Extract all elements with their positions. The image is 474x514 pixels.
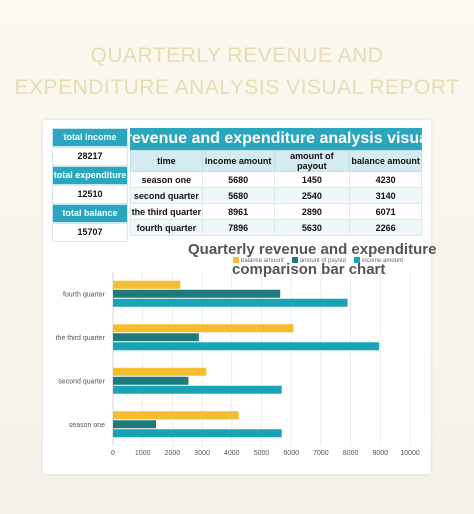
kpi-total-balance-value: 15707: [52, 223, 128, 242]
report-banner: QUARTERLY REVENUE AND EXPENDITURE ANALYS…: [0, 40, 474, 104]
table-cell: 2890: [273, 203, 351, 220]
header-income-amount: income amount: [201, 150, 275, 172]
x-tick-label: 2000: [165, 450, 181, 457]
legend-label: amount of payout: [299, 257, 347, 264]
table-cell: 2540: [273, 187, 351, 204]
table-cell: the third quarter: [130, 203, 203, 220]
y-category-label: second quarter: [58, 378, 105, 385]
table-cell: season one: [130, 171, 203, 188]
x-tick-label: 0: [111, 450, 115, 457]
table-row: fourth quarter 7896 5630 2266: [130, 219, 422, 236]
banner-line-2: EXPENDITURE ANALYSIS VISUAL REPORT: [14, 76, 460, 99]
y-category-label: the third quarter: [56, 335, 106, 342]
x-tick-label: 10000: [400, 450, 420, 457]
x-tick-label: 9000: [373, 450, 389, 457]
chart-title-line-2: comparison bar chart: [232, 261, 386, 278]
bar: [113, 280, 181, 289]
table-cell: 2266: [349, 219, 422, 236]
chart-legend: balance amount amount of payout income amo…: [233, 257, 411, 264]
bar: [113, 333, 199, 342]
header-amount-of-payout: amount of payout: [273, 150, 351, 172]
data-table: time income amount amount of payout bala…: [130, 150, 422, 236]
bar: [113, 367, 207, 376]
bar: [113, 324, 294, 333]
table-cell: 4230: [349, 171, 422, 188]
y-category-label: season one: [69, 422, 105, 429]
kpi-panel: total income 28217 total expenditure 125…: [52, 128, 128, 242]
x-tick-label: 8000: [343, 450, 359, 457]
table-header-row: time income amount amount of payout bala…: [130, 150, 422, 172]
chart-title: Quarterly revenue and expenditure: [188, 241, 437, 258]
table-cell: 5680: [201, 187, 275, 204]
x-tick-label: 5000: [254, 450, 270, 457]
kpi-total-balance-label: total balance: [52, 204, 128, 223]
y-category-label: fourth quarter: [63, 291, 106, 298]
x-tick-label: 6000: [283, 450, 299, 457]
bar: [113, 411, 239, 420]
bar: [113, 420, 157, 429]
bar: [113, 385, 282, 394]
table-cell: 7896: [201, 219, 275, 236]
legend-label: income amount: [362, 257, 404, 264]
legend-swatch: [233, 257, 239, 263]
x-tick-label: 7000: [313, 450, 329, 457]
kpi-total-income-value: 28217: [52, 147, 128, 166]
legend-item: amount of payout: [291, 257, 347, 264]
table-row: the third quarter 8961 2890 6071: [130, 203, 422, 220]
legend-item: income amount: [354, 257, 404, 264]
table-title-bar: rly revenue and expenditure analysis vis…: [130, 128, 422, 150]
table-cell: fourth quarter: [130, 219, 203, 236]
table-cell: 1450: [273, 171, 351, 188]
bar: [113, 342, 380, 351]
bar: [113, 429, 282, 438]
table-cell: 5680: [201, 171, 275, 188]
bar: [113, 298, 348, 307]
table-cell: 5630: [273, 219, 351, 236]
header-time: time: [130, 150, 203, 172]
kpi-total-expenditure-label: total expenditure: [52, 166, 128, 185]
kpi-total-income-label: total income: [52, 128, 128, 147]
bar: [113, 376, 189, 385]
table-row: season one 5680 1450 4230: [130, 171, 422, 188]
x-tick-label: 3000: [194, 450, 210, 457]
legend-label: balance amount: [241, 257, 284, 264]
legend-item: balance amount: [233, 257, 284, 264]
bar: [113, 289, 281, 298]
x-tick-label: 4000: [224, 450, 240, 457]
kpi-total-expenditure-value: 12510: [52, 185, 128, 204]
banner-line-1: QUARTERLY REVENUE AND: [90, 44, 384, 67]
legend-swatch: [354, 257, 361, 263]
x-tick-label: 1000: [135, 450, 151, 457]
table-title: rly revenue and expenditure analysis vis…: [130, 130, 422, 147]
legend-swatch: [291, 257, 298, 263]
